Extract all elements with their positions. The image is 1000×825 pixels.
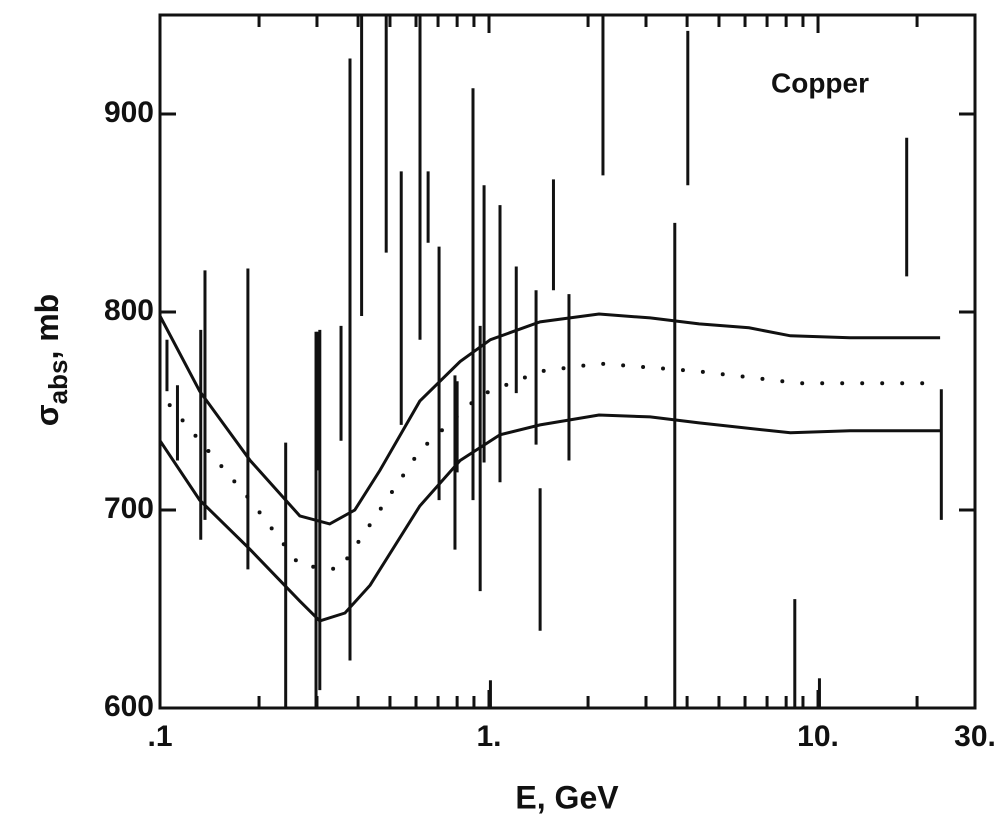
y-tick-label: 700 (104, 492, 154, 525)
plot-area (160, 15, 943, 708)
y-axis-label: σabs, mb (29, 294, 72, 426)
y-tick-label: 800 (104, 294, 154, 327)
x-tick-label: .1 (147, 720, 172, 753)
x-tick-label: 1. (476, 720, 501, 753)
y-axis-label-text: σabs, mb (29, 294, 72, 426)
x-tick-label: 10. (797, 720, 839, 753)
annotation: Copper (771, 67, 869, 98)
plot-frame (158, 13, 977, 710)
y-tick-label: 600 (104, 690, 154, 723)
curve (160, 413, 941, 623)
y-tick-label: 900 (104, 96, 154, 129)
curve (160, 312, 941, 526)
x-axis-label: E, GeV (515, 779, 619, 815)
x-tick-label: 30. (954, 720, 996, 753)
